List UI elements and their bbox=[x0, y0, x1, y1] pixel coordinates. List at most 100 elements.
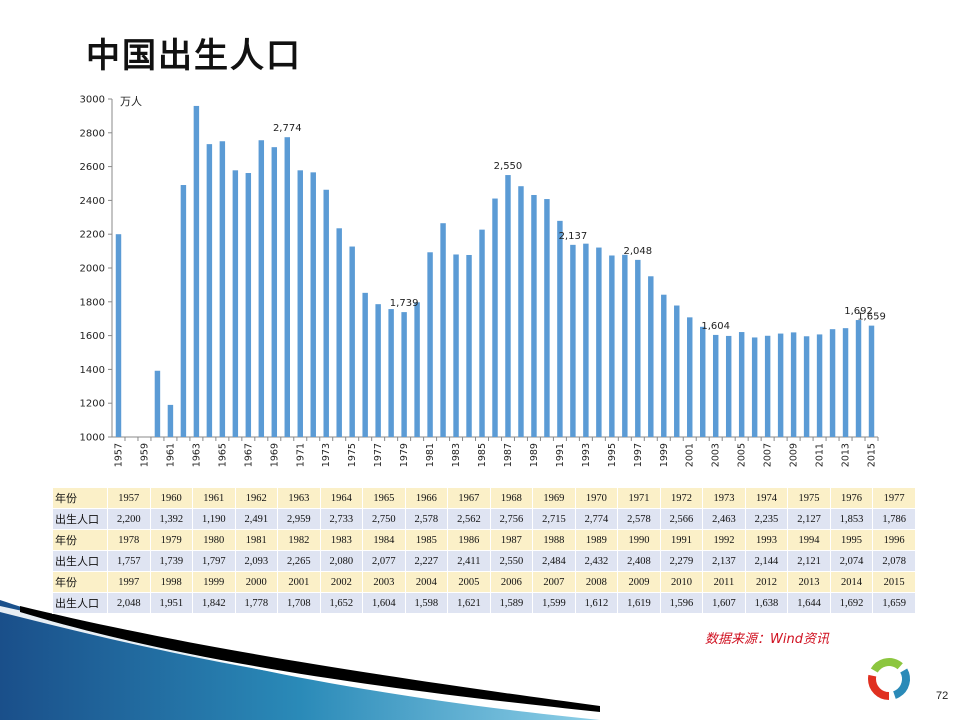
y-tick-label: 3000 bbox=[80, 95, 105, 106]
bar-2001 bbox=[687, 317, 693, 437]
year-cell: 2005 bbox=[447, 571, 491, 593]
population-cell: 2,562 bbox=[447, 508, 491, 530]
year-cell: 1968 bbox=[489, 487, 534, 509]
bar-1985 bbox=[479, 229, 485, 437]
population-cell: 1,692 bbox=[829, 592, 874, 614]
x-tick-label: 1991 bbox=[555, 443, 566, 467]
year-row: 年份 1957 1960 1961 1962 1963 1964 1965 1966 1967 19… bbox=[52, 487, 916, 509]
x-tick-label: 1961 bbox=[165, 443, 176, 467]
bar-1982 bbox=[440, 223, 446, 437]
year-cell: 1992 bbox=[702, 529, 746, 551]
x-tick-label: 1973 bbox=[321, 443, 332, 467]
x-tick-label: 2005 bbox=[737, 443, 748, 467]
population-cell: 2,078 bbox=[872, 550, 916, 572]
population-cell: 1,786 bbox=[872, 508, 916, 530]
bar-1968 bbox=[258, 140, 265, 437]
year-cell: 1977 bbox=[872, 487, 916, 509]
population-cell: 2,144 bbox=[744, 550, 789, 572]
page-title: 中国出生人口 bbox=[86, 36, 302, 76]
birth-population-bar-chart: 1000 1200 1400 1600 1800 2000 2200 2400 2600 2800… bbox=[80, 95, 886, 468]
y-tick-label: 2800 bbox=[80, 128, 105, 139]
x-tick-label: 2007 bbox=[763, 443, 774, 467]
year-cell: 2009 bbox=[617, 571, 661, 593]
year-cell: 2003 bbox=[362, 571, 406, 593]
bar-2007 bbox=[764, 335, 771, 437]
year-cell: 1991 bbox=[659, 529, 704, 551]
population-cell: 2,137 bbox=[702, 550, 746, 572]
x-tick-label: 2001 bbox=[685, 443, 696, 467]
population-header-cell: 出生人口 bbox=[52, 592, 108, 614]
population-cell: 2,733 bbox=[319, 508, 364, 530]
year-cell: 1967 bbox=[447, 487, 491, 509]
year-cell: 1965 bbox=[362, 487, 406, 509]
population-header-cell: 出生人口 bbox=[52, 550, 108, 572]
population-cell: 1,739 bbox=[149, 550, 194, 572]
bar-1969 bbox=[271, 147, 278, 437]
x-tick-label: 1977 bbox=[373, 443, 384, 467]
population-cell: 1,589 bbox=[489, 592, 534, 614]
bar-1987 bbox=[505, 175, 511, 438]
x-tick-label: 1997 bbox=[633, 443, 644, 467]
bar-2002 bbox=[700, 326, 706, 437]
x-tick-label: 1975 bbox=[347, 443, 358, 467]
population-cell: 1,644 bbox=[787, 592, 831, 614]
year-cell: 1995 bbox=[829, 529, 874, 551]
year-cell: 1983 bbox=[319, 529, 364, 551]
bar-1961 bbox=[167, 404, 174, 437]
bar-1984 bbox=[466, 254, 472, 437]
population-cell: 1,797 bbox=[192, 550, 236, 572]
bar-1965 bbox=[219, 141, 226, 437]
year-cell: 2015 bbox=[872, 571, 916, 593]
year-cell: 1985 bbox=[404, 529, 449, 551]
x-tick-label: 2011 bbox=[815, 443, 826, 467]
year-cell: 1966 bbox=[404, 487, 449, 509]
bar-1978 bbox=[388, 309, 394, 437]
bar-1995 bbox=[609, 255, 615, 437]
x-tick-label: 1999 bbox=[659, 443, 670, 467]
year-cell: 1976 bbox=[829, 487, 874, 509]
year-cell: 1993 bbox=[744, 529, 789, 551]
population-cell: 1,619 bbox=[617, 592, 661, 614]
year-cell: 2004 bbox=[404, 571, 449, 593]
population-cell: 1,607 bbox=[702, 592, 746, 614]
population-cell: 1,652 bbox=[319, 592, 364, 614]
year-cell: 1989 bbox=[574, 529, 619, 551]
year-cell: 2002 bbox=[319, 571, 364, 593]
data-label-1997: 2,048 bbox=[623, 246, 652, 257]
year-cell: 1974 bbox=[744, 487, 789, 509]
year-cell: 1970 bbox=[574, 487, 619, 509]
data-label-2014: 1,692 bbox=[844, 306, 873, 317]
population-cell: 2,127 bbox=[787, 508, 831, 530]
population-cell: 2,750 bbox=[362, 508, 406, 530]
x-tick-label: 1969 bbox=[269, 443, 280, 467]
population-cell: 2,080 bbox=[319, 550, 364, 572]
population-cell: 2,048 bbox=[107, 592, 151, 614]
population-cell: 2,550 bbox=[489, 550, 534, 572]
year-cell: 1964 bbox=[319, 487, 364, 509]
year-cell: 2000 bbox=[234, 571, 279, 593]
population-cell: 1,190 bbox=[192, 508, 236, 530]
x-tick-label: 1987 bbox=[503, 443, 514, 467]
bar-2013 bbox=[842, 328, 849, 437]
population-cell: 2,463 bbox=[702, 508, 746, 530]
chart-area: 1000 1200 1400 1600 1800 2000 2200 2400 2600 2800… bbox=[60, 88, 900, 483]
bar-1986 bbox=[492, 198, 498, 437]
year-row: 年份 1997 1998 1999 2000 2001 2002 2003 2004 2005 20… bbox=[52, 571, 916, 593]
population-cell: 2,408 bbox=[617, 550, 661, 572]
bar-1996 bbox=[622, 254, 628, 437]
population-row: 出生人口 1,757 1,739 1,797 2,093 2,265 2,080 2,077 2… bbox=[52, 550, 916, 572]
bar-1988 bbox=[518, 186, 524, 437]
data-label-1992: 2,137 bbox=[559, 231, 588, 242]
x-tick-label: 1957 bbox=[113, 443, 124, 467]
bar-1967 bbox=[245, 173, 252, 437]
x-tick-label: 2009 bbox=[789, 443, 800, 467]
year-cell: 1962 bbox=[234, 487, 279, 509]
population-cell: 2,491 bbox=[234, 508, 279, 530]
bar-1964 bbox=[206, 144, 213, 438]
population-cell: 2,774 bbox=[574, 508, 619, 530]
population-row: 出生人口 2,048 1,951 1,842 1,778 1,708 1,652 1,604 1… bbox=[52, 592, 916, 614]
population-cell: 1,708 bbox=[277, 592, 321, 614]
year-cell: 1973 bbox=[702, 487, 746, 509]
year-header-cell: 年份 bbox=[52, 571, 108, 593]
data-label-2003: 1,604 bbox=[701, 321, 730, 332]
